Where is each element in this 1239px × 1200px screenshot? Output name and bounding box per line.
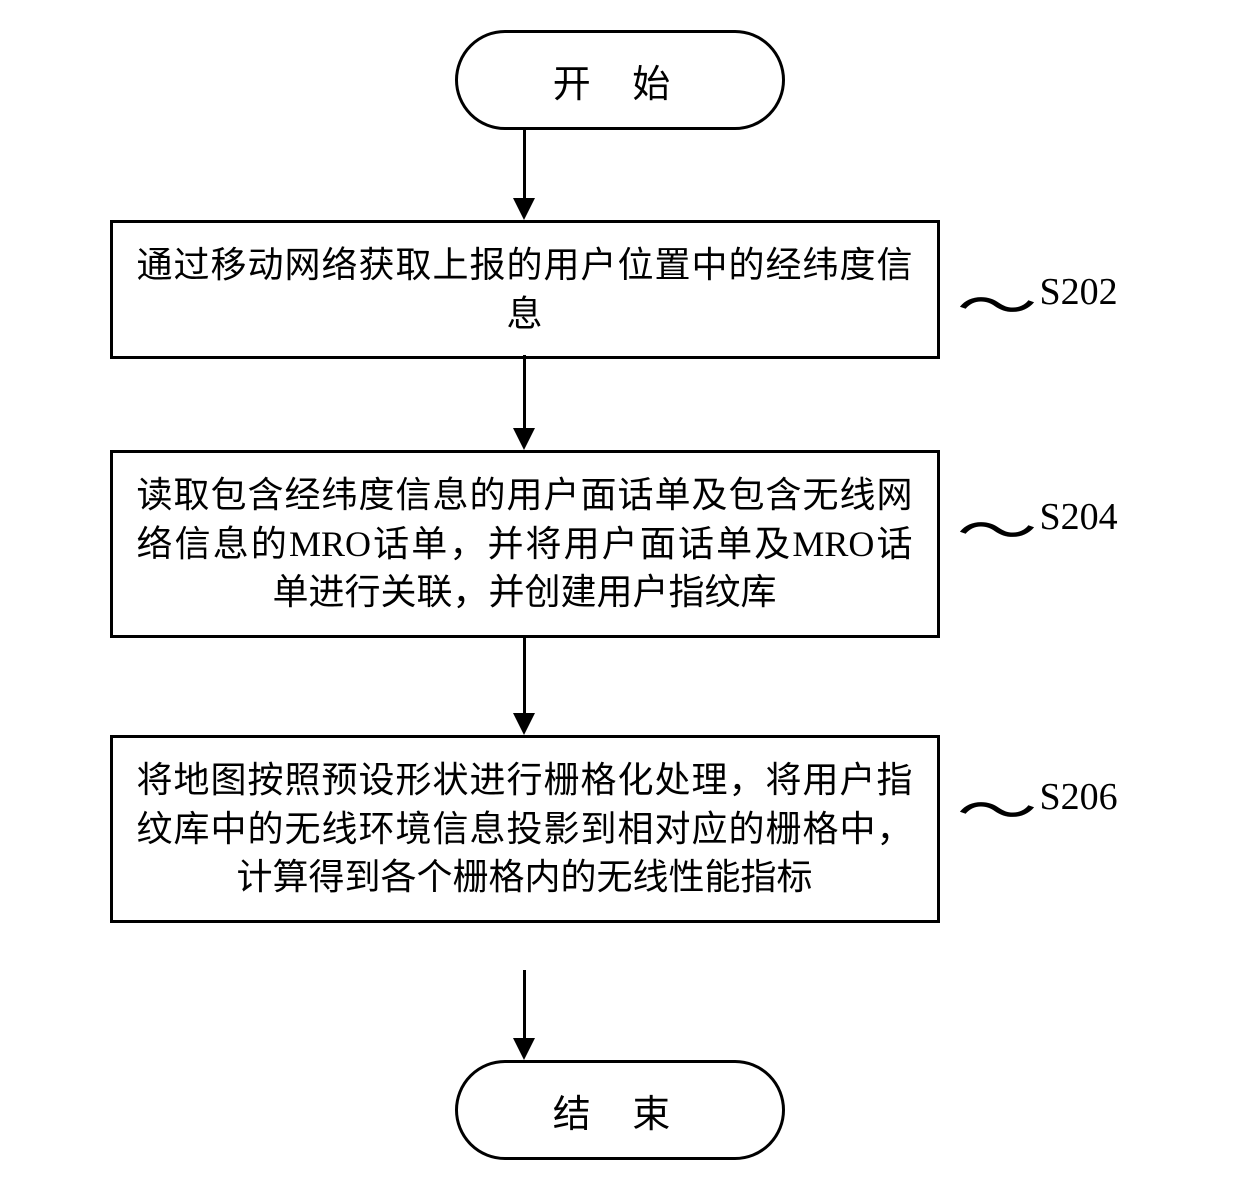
edge-arrowhead [513, 428, 535, 450]
process-s202: 通过移动网络获取上报的用户位置中的经纬度信息 [110, 220, 940, 359]
label-s204: S204 [1040, 495, 1118, 539]
process-s204: 读取包含经纬度信息的用户面话单及包含无线网络信息的MRO话单，并将用户面话单及M… [110, 450, 940, 638]
terminator-start-text: 开 始 [553, 53, 687, 108]
edge-line [523, 355, 526, 428]
connector-curve: 〜 [956, 767, 1037, 846]
terminator-end-text: 结 束 [553, 1083, 687, 1138]
edge-line [523, 635, 526, 713]
terminator-end: 结 束 [455, 1060, 785, 1160]
process-s202-text: 通过移动网络获取上报的用户位置中的经纬度信息 [137, 245, 913, 334]
connector-curve: 〜 [956, 262, 1037, 341]
edge-arrowhead [513, 198, 535, 220]
edge-line [523, 970, 526, 1038]
process-s206: 将地图按照预设形状进行栅格化处理，将用户指纹库中的无线环境信息投影到相对应的栅格… [110, 735, 940, 923]
flowchart-container: 开 始 通过移动网络获取上报的用户位置中的经纬度信息 〜 S202 读取包含经纬… [80, 30, 1160, 1170]
connector-curve: 〜 [956, 487, 1037, 566]
process-s206-text: 将地图按照预设形状进行栅格化处理，将用户指纹库中的无线环境信息投影到相对应的栅格… [137, 760, 913, 897]
edge-arrowhead [513, 1038, 535, 1060]
terminator-start: 开 始 [455, 30, 785, 130]
label-s206: S206 [1040, 775, 1118, 819]
edge-arrowhead [513, 713, 535, 735]
label-s202: S202 [1040, 270, 1118, 314]
process-s204-text: 读取包含经纬度信息的用户面话单及包含无线网络信息的MRO话单，并将用户面话单及M… [137, 475, 913, 612]
edge-line [523, 130, 526, 198]
